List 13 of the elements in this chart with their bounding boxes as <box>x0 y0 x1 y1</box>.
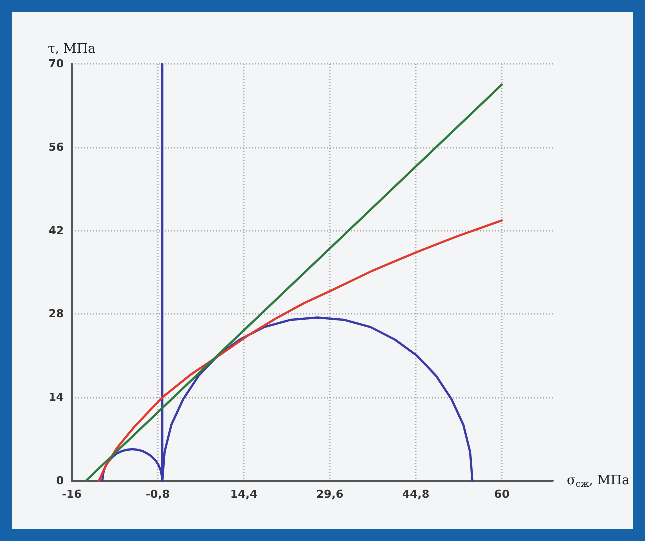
y-tick-label: 14 <box>48 391 64 404</box>
y-tick-label: 56 <box>48 140 64 154</box>
y-tick-label: 0 <box>56 474 64 488</box>
y-tick-label: 70 <box>48 58 64 70</box>
x-tick-label: -16 <box>62 488 82 501</box>
x-tick-label: 60 <box>494 488 510 501</box>
x-tick-label: 44,8 <box>402 488 430 501</box>
y-tick-label: 42 <box>48 224 64 238</box>
y-tick-label: 28 <box>48 308 64 321</box>
y-axis-title: τ, МПа <box>48 42 96 57</box>
x-tick-label: -0,8 <box>146 488 170 501</box>
x-tick-label: 14,4 <box>230 488 258 501</box>
x-tick-label: 29,6 <box>316 488 344 501</box>
